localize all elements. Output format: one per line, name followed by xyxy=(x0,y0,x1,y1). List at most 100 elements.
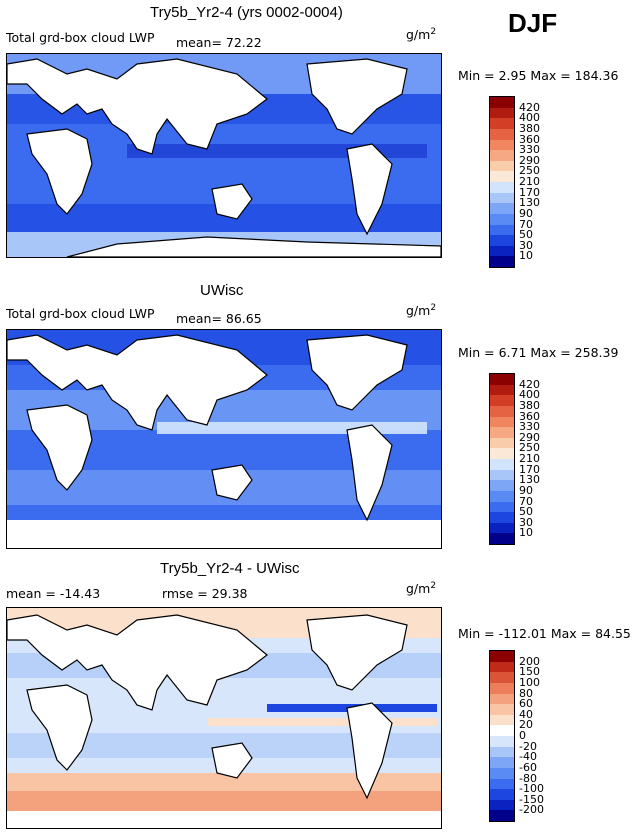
colorbar-3-tick-label: -60 xyxy=(519,760,537,774)
colorbar-3-swatch xyxy=(490,704,514,715)
panel-2-mean-label: mean= 86.65 xyxy=(176,311,262,326)
colorbar-2-swatch xyxy=(490,490,514,502)
colorbar-1-tick-label: 130 xyxy=(519,196,540,210)
colorbar-1-swatch xyxy=(490,150,514,161)
colorbar-1-swatch xyxy=(490,235,514,246)
colorbar-3-swatch xyxy=(490,672,514,683)
colorbar-1-tick-label: 330 xyxy=(519,143,540,157)
colorbar-1-swatch xyxy=(490,203,514,214)
colorbar-3-swatch xyxy=(490,789,514,800)
colorbar-2-tick-label: 30 xyxy=(519,515,533,529)
panel-1-map xyxy=(6,53,442,258)
colorbar-2-swatch xyxy=(490,405,514,417)
panel-2-map-svg xyxy=(7,330,441,548)
colorbar-1-swatch xyxy=(490,182,514,193)
colorbar-2-swatch xyxy=(490,469,514,481)
panel-3-minmax: Min = -112.01 Max = 84.55 xyxy=(458,626,631,641)
panel-1-map-svg xyxy=(7,54,441,257)
panel-1-units: g/m2 xyxy=(406,27,437,43)
colorbar-3-swatch xyxy=(490,693,514,705)
panel-2-title: UWisc xyxy=(200,282,244,299)
colorbar-1-tick-label: 250 xyxy=(519,164,540,178)
colorbar-1-swatch xyxy=(490,256,514,267)
colorbar-2-tick-label: 130 xyxy=(519,473,540,487)
colorbar-3-tick-label: 60 xyxy=(519,697,533,711)
colorbar-1-swatch xyxy=(490,118,514,129)
panel-3-colorbar: 200 150 100 80 60 40 20 0 -20 -40 -60 -80 -100 -150 -2… xyxy=(489,650,549,822)
colorbar-1-tick-label: 70 xyxy=(519,217,533,231)
panel-1-minmax: Min = 2.95 Max = 184.36 xyxy=(458,68,619,83)
colorbar-2-tick-label: 330 xyxy=(519,420,540,434)
colorbar-1-swatch xyxy=(490,160,514,172)
colorbar-2-swatch xyxy=(490,512,514,523)
colorbar-2-tick-label: 420 xyxy=(519,377,540,391)
colorbar-2-tick-label: 290 xyxy=(519,430,540,444)
colorbar-3-tick-label: -20 xyxy=(519,739,537,753)
colorbar-2-swatch xyxy=(490,427,514,438)
panel-3-mean-label: mean = -14.43 xyxy=(6,586,101,601)
colorbar-3-swatch xyxy=(490,714,514,726)
colorbar-2-tick-label: 170 xyxy=(519,462,540,476)
panel-2-units: g/m2 xyxy=(406,303,437,319)
panel-3-colorbar-strip xyxy=(489,650,515,822)
colorbar-2-swatch xyxy=(490,480,514,491)
colorbar-1-tick-label: 30 xyxy=(519,238,533,252)
panel-3-title: Try5b_Yr2-4 - UWisc xyxy=(160,560,300,577)
colorbar-1-swatch xyxy=(490,171,514,182)
colorbar-1-tick-label: 50 xyxy=(519,228,533,242)
colorbar-1-tick-label: 210 xyxy=(519,175,540,188)
colorbar-1-swatch xyxy=(490,245,514,257)
colorbar-3-swatch xyxy=(490,651,514,662)
colorbar-2-swatch xyxy=(490,533,514,544)
colorbar-3-tick-label: -200 xyxy=(519,803,544,817)
colorbar-2-tick-label: 360 xyxy=(519,409,540,423)
panel-1-variable-label: Total grd-box cloud LWP xyxy=(6,30,155,45)
colorbar-1-swatch xyxy=(490,128,514,140)
panel-3-map xyxy=(6,607,442,829)
panel-1-mean-label: mean= 72.22 xyxy=(176,35,262,50)
colorbar-3-tick-label: -100 xyxy=(519,782,544,796)
colorbar-2-tick-label: 400 xyxy=(519,388,540,402)
colorbar-3-tick-label: -150 xyxy=(519,792,544,806)
colorbar-3-tick-label: 0 xyxy=(519,729,526,742)
colorbar-2-tick-label: 70 xyxy=(519,494,533,508)
colorbar-2-tick-label: 10 xyxy=(519,526,533,540)
panel-3-units: g/m2 xyxy=(406,581,437,597)
colorbar-3-swatch xyxy=(490,757,514,768)
panel-2-variable-label: Total grd-box cloud LWP xyxy=(6,306,155,321)
colorbar-2-tick-label: 50 xyxy=(519,505,533,519)
colorbar-3-swatch xyxy=(490,736,514,747)
season-label: DJF xyxy=(508,8,558,38)
colorbar-3-swatch xyxy=(490,810,514,821)
colorbar-1-swatch xyxy=(490,213,514,225)
panel-3-rmse-label: rmse = 29.38 xyxy=(162,586,248,601)
colorbar-3-tick-label: 20 xyxy=(519,718,533,732)
colorbar-3-tick-label: 200 xyxy=(519,654,540,668)
colorbar-3-tick-label: 40 xyxy=(519,707,533,721)
colorbar-3-tick-label: 100 xyxy=(519,675,540,689)
panel-1-colorbar-strip xyxy=(489,96,515,268)
colorbar-3-tick-label: 80 xyxy=(519,686,533,700)
panel-3-map-svg xyxy=(7,608,441,828)
colorbar-1-tick-label: 400 xyxy=(519,111,540,125)
colorbar-2-swatch xyxy=(490,437,514,449)
colorbar-1-swatch xyxy=(490,192,514,204)
colorbar-2-swatch xyxy=(490,374,514,385)
panel-2-colorbar: 420 400 380 360 330 290 250 210 170 130 90 70 50 30 10 xyxy=(489,373,549,545)
colorbar-3-swatch xyxy=(490,746,514,758)
colorbar-2-swatch xyxy=(490,501,514,513)
panel-1-title: Try5b_Yr2-4 (yrs 0002-0004) xyxy=(150,4,343,21)
colorbar-2-swatch xyxy=(490,459,514,470)
colorbar-1-tick-label: 380 xyxy=(519,121,540,135)
colorbar-2-swatch xyxy=(490,395,514,406)
colorbar-3-swatch xyxy=(490,799,514,811)
colorbar-1-swatch xyxy=(490,97,514,108)
colorbar-3-swatch xyxy=(490,778,514,790)
colorbar-3-tick-label: -40 xyxy=(519,750,537,764)
colorbar-2-tick-label: 250 xyxy=(519,441,540,455)
colorbar-1-swatch xyxy=(490,139,514,151)
colorbar-1-tick-label: 10 xyxy=(519,249,533,263)
colorbar-1-tick-label: 90 xyxy=(519,206,533,220)
colorbar-2-tick-label: 210 xyxy=(519,452,540,465)
colorbar-3-tick-label: 150 xyxy=(519,665,540,679)
